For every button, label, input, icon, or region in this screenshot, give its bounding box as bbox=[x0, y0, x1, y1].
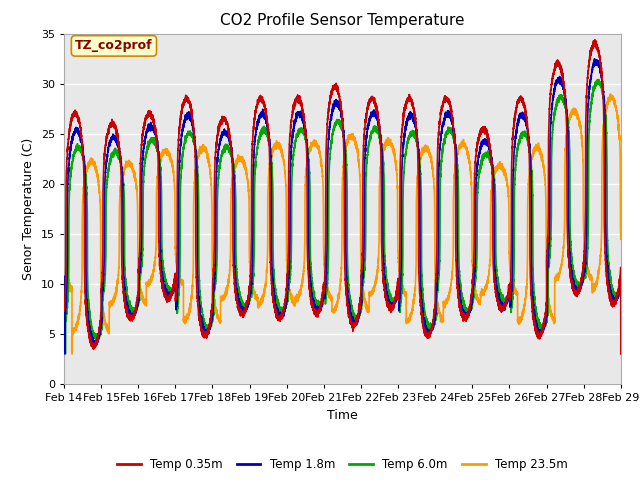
Legend: Temp 0.35m, Temp 1.8m, Temp 6.0m, Temp 23.5m: Temp 0.35m, Temp 1.8m, Temp 6.0m, Temp 2… bbox=[112, 454, 573, 476]
Y-axis label: Senor Temperature (C): Senor Temperature (C) bbox=[22, 138, 35, 280]
X-axis label: Time: Time bbox=[327, 408, 358, 421]
Title: CO2 Profile Sensor Temperature: CO2 Profile Sensor Temperature bbox=[220, 13, 465, 28]
Text: TZ_co2prof: TZ_co2prof bbox=[75, 39, 153, 52]
